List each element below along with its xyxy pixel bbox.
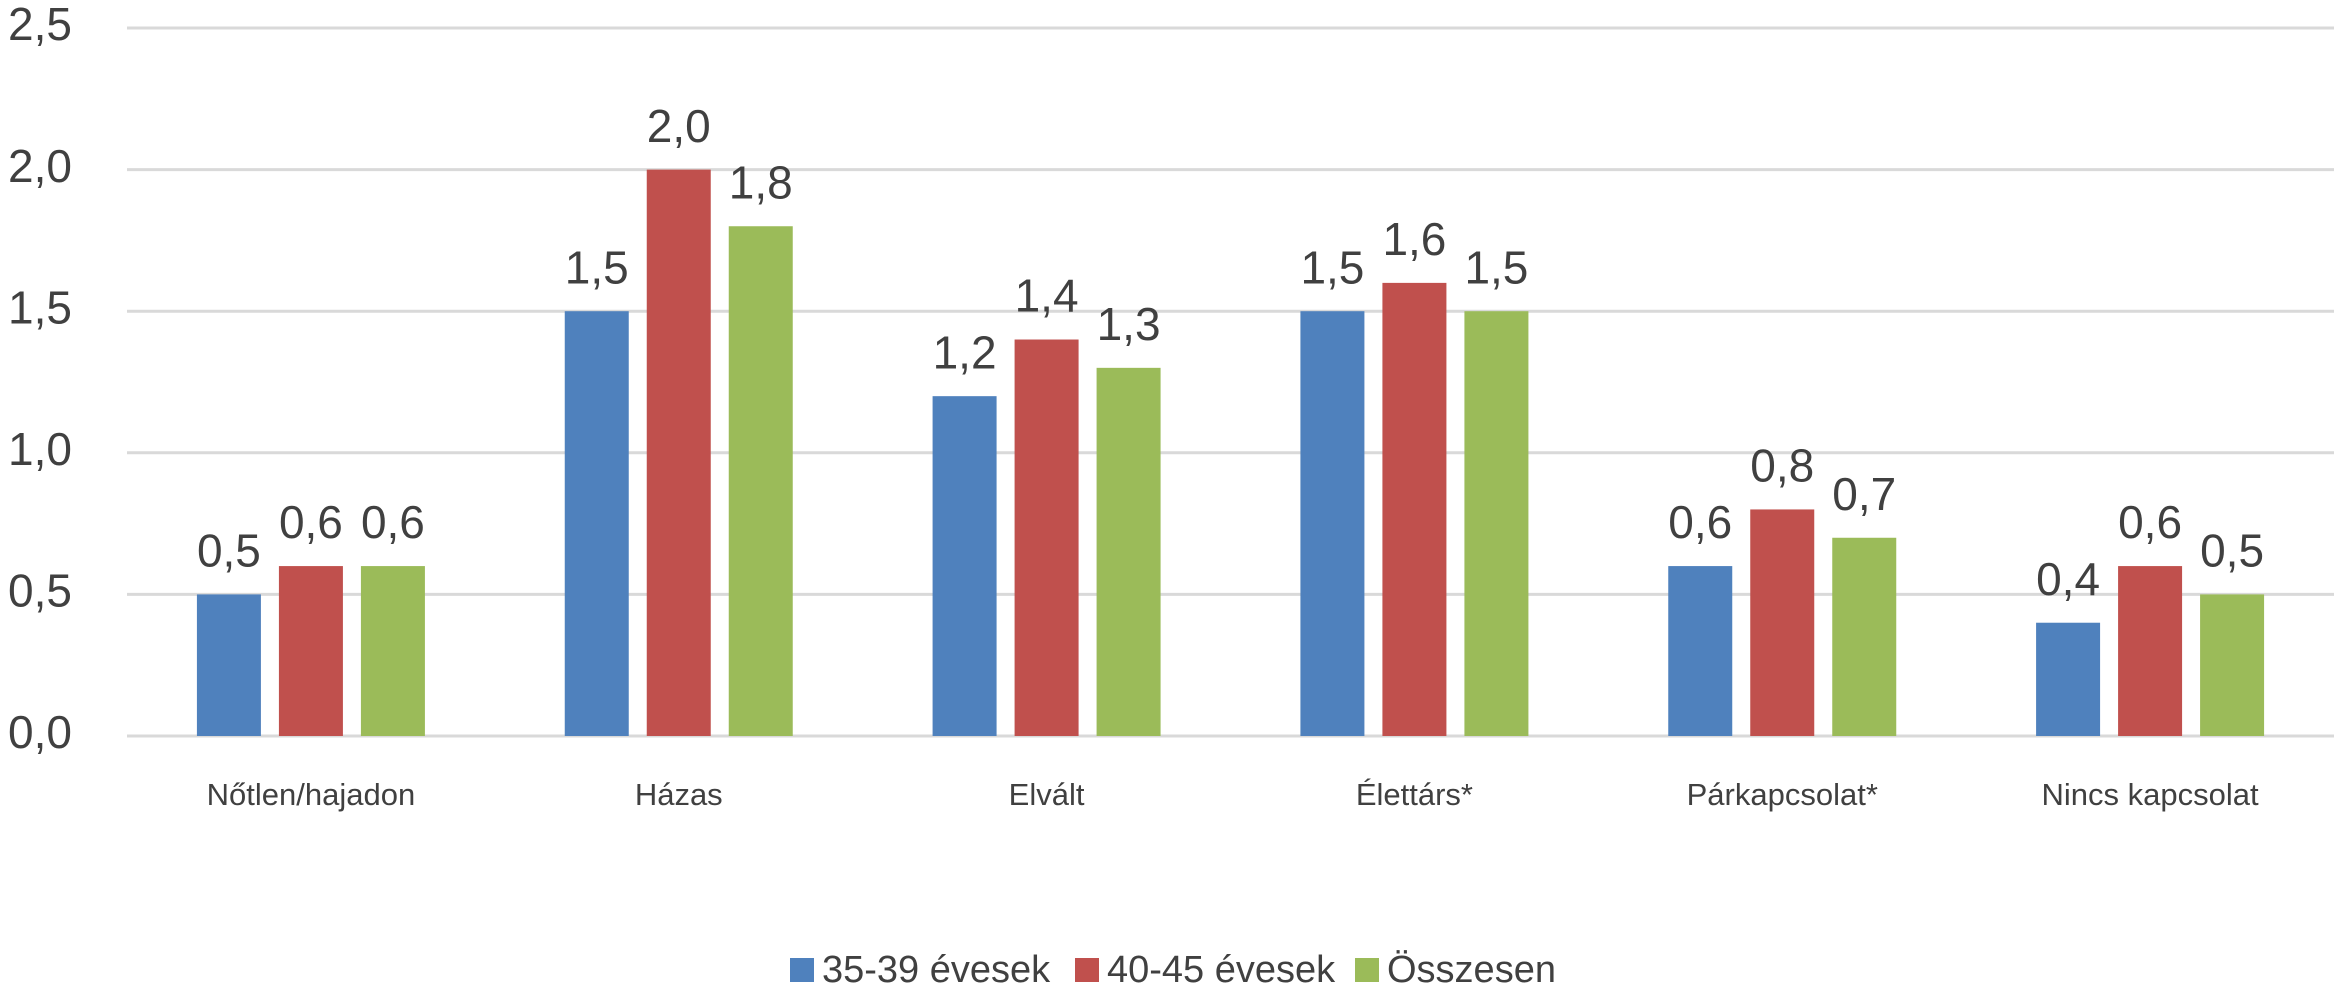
data-label: 1,4 [1015, 270, 1079, 322]
x-tick-label: Elvált [1009, 777, 1085, 812]
x-tick-label: Élettárs* [1356, 777, 1473, 812]
bar [1832, 537, 1897, 736]
data-label: 0,8 [1750, 440, 1814, 492]
bar [1750, 509, 1815, 736]
data-label: 1,5 [1300, 241, 1364, 293]
bar [1382, 282, 1447, 736]
data-label: 1,3 [1097, 298, 1161, 350]
bar [1096, 367, 1161, 736]
data-label: 0,6 [1668, 496, 1732, 548]
bar [728, 226, 793, 737]
data-label: 0,6 [361, 496, 425, 548]
legend-label: Összesen [1387, 949, 1556, 991]
data-label: 1,6 [1382, 213, 1446, 265]
y-tick-label: 2,0 [8, 140, 72, 192]
bar [1300, 311, 1365, 736]
bar [1668, 566, 1733, 736]
x-tick-label: Nőtlen/hajadon [207, 777, 416, 812]
bar [2200, 594, 2265, 736]
data-label: 0,5 [197, 525, 261, 577]
legend-label: 40-45 évesek [1107, 949, 1336, 991]
data-label: 1,8 [729, 156, 793, 208]
bar [646, 169, 711, 737]
y-tick-label: 1,5 [8, 281, 72, 333]
bar [564, 311, 629, 736]
y-tick-label: 0,0 [8, 706, 72, 758]
data-label: 1,5 [1464, 241, 1528, 293]
bar [360, 566, 425, 736]
bar [196, 594, 261, 736]
legend-swatch [1075, 958, 1099, 982]
y-tick-label: 0,5 [8, 565, 72, 617]
bar [1014, 339, 1079, 736]
data-label: 1,2 [933, 326, 997, 378]
data-label: 1,5 [565, 241, 629, 293]
x-tick-label: Párkapcsolat* [1687, 777, 1878, 812]
bar [1464, 311, 1529, 736]
data-label: 0,6 [279, 496, 343, 548]
x-tick-label: Nincs kapcsolat [2042, 777, 2259, 812]
bar [932, 396, 997, 736]
bar [2036, 622, 2101, 736]
data-label: 2,0 [647, 100, 711, 152]
legend-swatch [1355, 958, 1379, 982]
data-label: 0,7 [1832, 468, 1896, 520]
y-tick-label: 1,0 [8, 423, 72, 475]
x-tick-label: Házas [635, 777, 723, 812]
data-label: 0,4 [2036, 553, 2100, 605]
legend-swatch [790, 958, 814, 982]
legend-label: 35-39 évesek [822, 949, 1051, 991]
bar [2118, 566, 2183, 736]
data-label: 0,5 [2200, 525, 2264, 577]
bar [278, 566, 343, 736]
data-label: 0,6 [2118, 496, 2182, 548]
y-tick-label: 2,5 [8, 0, 72, 50]
